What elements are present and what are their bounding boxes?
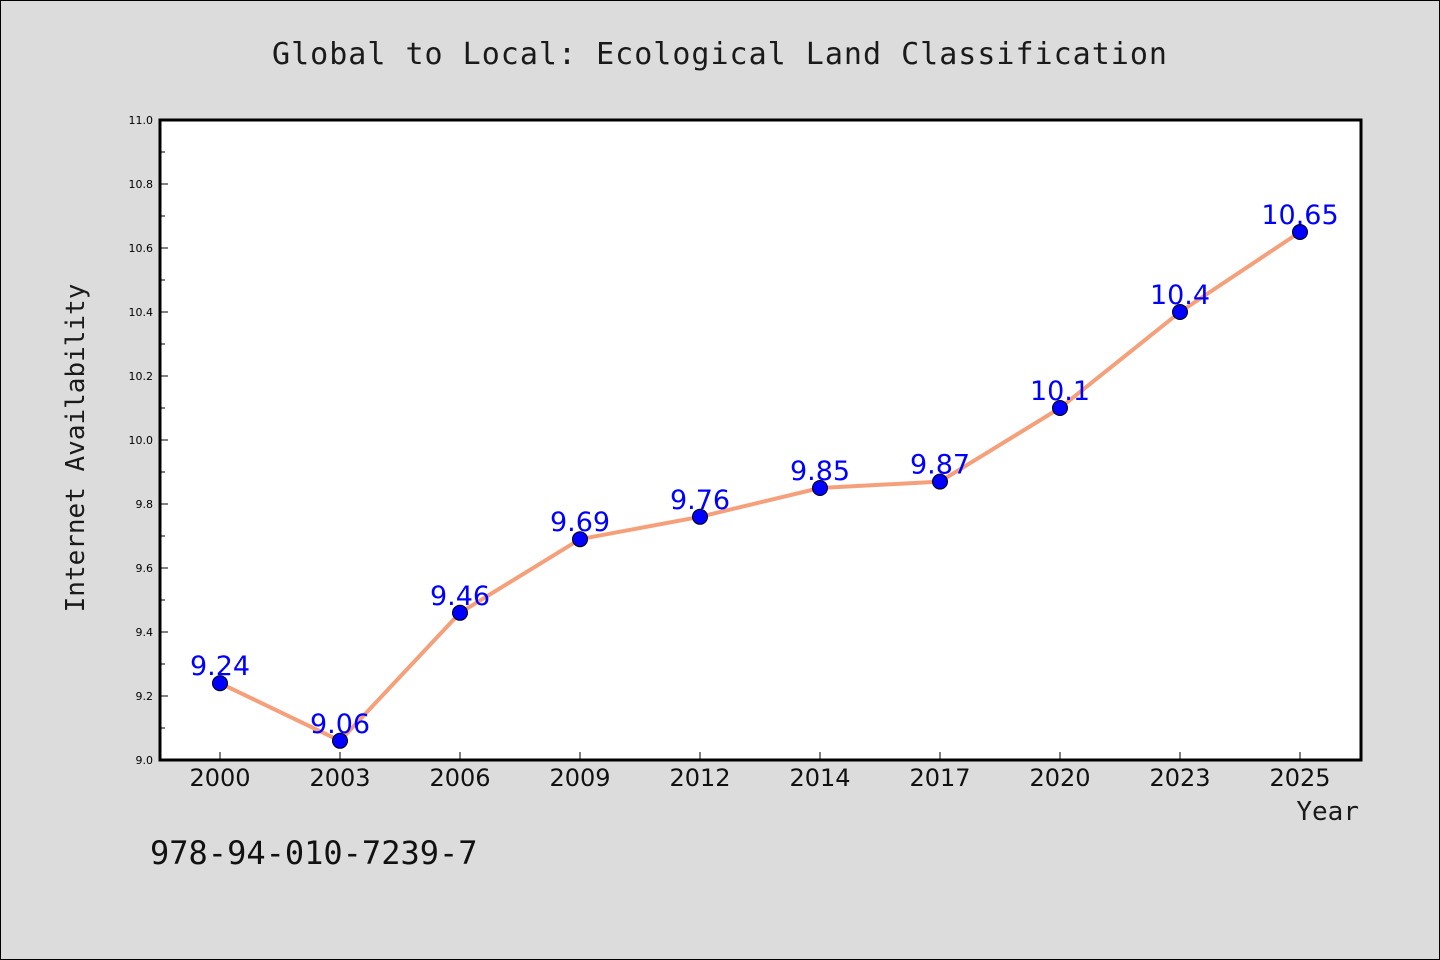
x-tick-label: 2009: [549, 764, 610, 792]
y-tick-label: 10.6: [129, 242, 154, 255]
data-label: 9.85: [790, 456, 850, 487]
y-tick-label: 9.0: [136, 754, 154, 767]
data-point: [692, 508, 708, 525]
x-tick-label: 2012: [669, 764, 730, 792]
x-tick-label: 2025: [1269, 764, 1330, 792]
data-point: [812, 480, 828, 496]
data-label: 10.65: [1261, 200, 1338, 231]
data-point: [572, 531, 588, 548]
series-line: [218, 230, 1302, 743]
isbn-text: 978-94-010-7239-7: [150, 834, 478, 872]
x-tick-label: 2014: [789, 764, 850, 792]
data-point: [452, 604, 468, 621]
data-labels: 9.24 9.06 9.46 9.69 9.76 9.85 9.87 10.1 10.4 10.6…: [190, 200, 1339, 740]
data-label: 10.4: [1150, 280, 1210, 311]
y-tick-label: 9.6: [136, 562, 154, 575]
data-point: [1292, 224, 1308, 240]
y-tick-label: 9.2: [136, 690, 154, 703]
data-label: 10.1: [1030, 376, 1090, 407]
data-point: [332, 732, 348, 749]
data-label: 9.46: [430, 581, 490, 612]
data-point: [932, 473, 948, 490]
x-tick-label: 2000: [189, 764, 250, 792]
x-axis-label: Year: [1296, 797, 1359, 827]
x-axis: 2000 2003 2006 2009 2012 2014 2017 2020 2023 2025: [189, 752, 1331, 792]
plot-area: [160, 120, 1361, 760]
y-tick-label: 10.2: [129, 370, 154, 383]
data-label: 9.06: [310, 709, 370, 740]
x-tick-label: 2003: [309, 764, 370, 792]
data-label: 9.24: [190, 651, 250, 682]
data-point: [212, 675, 228, 692]
y-tick-label: 11.0: [129, 114, 154, 127]
y-tick-label: 10.0: [129, 434, 154, 447]
y-tick-label: 10.4: [129, 306, 154, 319]
series-group: [212, 224, 1308, 749]
x-tick-label: 2017: [909, 764, 970, 792]
x-tick-label: 2023: [1149, 764, 1210, 792]
x-tick-label: 2020: [1029, 764, 1090, 792]
y-axis-label: Internet Availability: [61, 284, 91, 613]
data-label: 9.69: [550, 507, 610, 538]
data-point: [1052, 400, 1068, 416]
y-tick-label: 9.8: [136, 498, 154, 511]
chart-title: Global to Local: Ecological Land Classif…: [272, 37, 1168, 72]
data-label: 9.76: [670, 485, 730, 516]
y-tick-label: 10.8: [129, 178, 154, 191]
y-tick-label: 9.4: [136, 626, 154, 639]
data-point: [1172, 304, 1188, 320]
plot-border: [158, 118, 1363, 762]
data-label: 9.87: [910, 450, 970, 481]
x-tick-label: 2006: [429, 764, 490, 792]
